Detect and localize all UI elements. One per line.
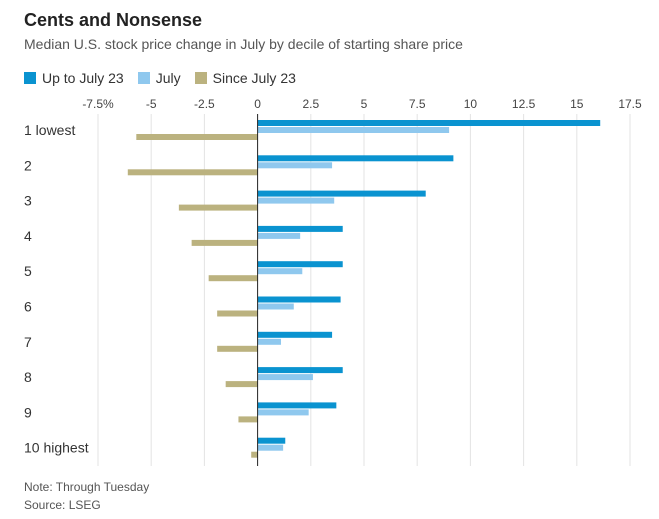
bar: [257, 374, 313, 381]
legend-item-up-to-july-23: Up to July 23: [24, 70, 124, 86]
bar: [257, 120, 601, 126]
chart-note: Note: Through Tuesday: [24, 480, 150, 494]
bar: [257, 232, 301, 239]
chart-subtitle: Median U.S. stock price change in July b…: [24, 36, 463, 52]
bar: [257, 303, 294, 310]
category-label: 6: [24, 299, 32, 315]
category-label: 7: [24, 334, 32, 350]
x-tick-label: -5: [146, 97, 157, 111]
bar: [127, 169, 258, 176]
category-label: 1 lowest: [24, 122, 75, 138]
bar: [257, 296, 341, 303]
bar: [257, 444, 284, 451]
legend-swatch-july: [137, 72, 150, 84]
bar: [257, 162, 333, 169]
bar: [251, 451, 258, 458]
chart-source: Source: LSEG: [24, 498, 101, 512]
legend-label-up-to-july-23: Up to July 23: [42, 70, 124, 86]
x-tick-label: 5: [361, 97, 368, 111]
x-tick-label: 17.5: [618, 97, 642, 111]
bar: [238, 416, 258, 423]
bar: [136, 134, 258, 140]
category-label: 2: [24, 157, 32, 173]
x-tick-label: 0: [254, 97, 261, 111]
bar: [257, 367, 343, 374]
category-label: 8: [24, 369, 32, 385]
legend-item-since-july-23: Since July 23: [194, 70, 296, 86]
legend-label-july: July: [155, 70, 181, 86]
bar: [257, 197, 335, 204]
legend-item-july: July: [137, 70, 181, 86]
x-tick-label: 15: [570, 97, 584, 111]
category-label: 9: [24, 404, 32, 420]
bar: [257, 331, 333, 338]
legend-swatch-since-july-23: [194, 72, 207, 84]
bar: [257, 155, 454, 162]
bar: [257, 409, 309, 416]
x-tick-label: 10: [464, 97, 478, 111]
bar: [225, 381, 258, 388]
bar: [257, 190, 426, 197]
bar: [257, 338, 282, 345]
bar: [191, 239, 258, 246]
bar: [208, 275, 258, 282]
x-tick-label: -2.5: [194, 97, 215, 111]
bar: [257, 127, 450, 133]
x-tick-label: -7.5%: [82, 97, 114, 111]
x-tick-label: 7.5: [409, 97, 426, 111]
category-label: 5: [24, 263, 32, 279]
bar: [257, 437, 286, 444]
x-tick-label: 2.5: [302, 97, 319, 111]
category-label: 4: [24, 228, 32, 244]
category-label: 10 highest: [24, 440, 89, 456]
category-label: 3: [24, 193, 32, 209]
bar: [178, 204, 258, 211]
bar: [217, 310, 258, 317]
legend-swatch-up-to-july-23: [24, 72, 36, 84]
legend-label-since-july-23: Since July 23: [212, 70, 296, 86]
bar: [257, 402, 337, 409]
bar: [257, 261, 343, 268]
x-tick-label: 12.5: [512, 97, 536, 111]
bar: [217, 345, 258, 352]
chart-legend: Up to July 23 July Since July 23: [24, 70, 296, 86]
bar: [257, 225, 343, 232]
chart-title: Cents and Nonsense: [24, 10, 203, 30]
bar: [257, 268, 303, 275]
